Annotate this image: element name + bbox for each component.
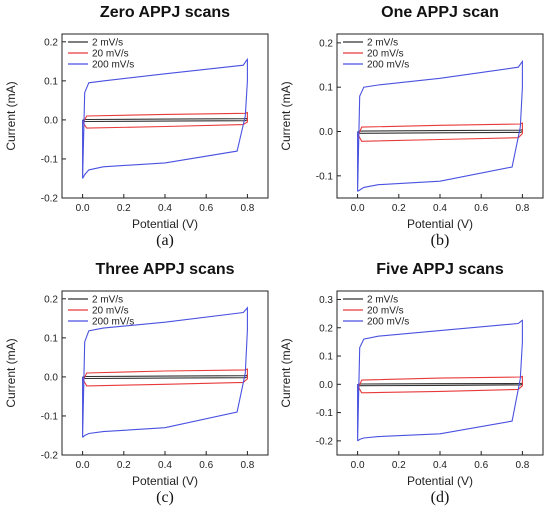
x-tick-label: 0.0 <box>76 460 90 471</box>
y-axis-label: Current (mA) <box>4 81 18 150</box>
y-tick-label: 0.2 <box>44 37 58 48</box>
x-tick-label: 0.6 <box>474 460 488 471</box>
x-axis-label: Potential (V) <box>132 474 198 488</box>
y-tick-label: 0.1 <box>319 83 333 94</box>
y-tick-label: -0.1 <box>316 171 334 182</box>
legend-label: 200 mV/s <box>92 317 134 328</box>
legend-label: 200 mV/s <box>92 60 134 71</box>
x-tick-label: 0.2 <box>392 460 406 471</box>
y-tick-label: 0.0 <box>44 372 58 383</box>
legend-label: 2 mV/s <box>92 38 123 49</box>
legend-label: 20 mV/s <box>92 306 129 317</box>
y-axis-label: Current (mA) <box>279 81 293 150</box>
x-tick-label: 0.6 <box>199 203 213 214</box>
series-line-1 <box>82 368 248 387</box>
series-line-1 <box>357 375 523 394</box>
series-line-0 <box>82 117 248 123</box>
legend-label: 20 mV/s <box>367 306 404 317</box>
x-axis-label: Potential (V) <box>132 217 198 231</box>
series-line-0 <box>82 374 248 380</box>
chart-title: Three APPJ scans <box>95 261 235 278</box>
x-tick-label: 0.0 <box>351 203 365 214</box>
series-line-2 <box>82 306 248 438</box>
x-tick-label: 0.4 <box>433 203 447 214</box>
x-tick-label: 0.0 <box>351 460 365 471</box>
legend-label: 2 mV/s <box>92 295 123 306</box>
chart-panel-b: One APPJ scan 0.0 0.2 0.4 0.6 0.8 0.2 0.1 0.0 -0… <box>275 0 550 256</box>
y-tick-label: 0.0 <box>319 380 333 391</box>
legend-label: 200 mV/s <box>367 317 409 328</box>
x-tick-label: 0.8 <box>515 203 529 214</box>
y-tick-label: -0.1 <box>41 411 59 422</box>
legend-label: 20 mV/s <box>92 49 129 60</box>
chart-svg: 0.0 0.2 0.4 0.6 0.8 0.3 0.2 0.1 0.0 -0.1 -0.2 Poten… <box>279 290 544 488</box>
x-tick-label: 0.2 <box>392 203 406 214</box>
legend-label: 2 mV/s <box>367 38 398 49</box>
y-axis-label: Current (mA) <box>4 338 18 407</box>
series-line-2 <box>82 57 248 179</box>
y-tick-label: 0.1 <box>319 352 333 363</box>
x-tick-label: 0.4 <box>158 460 172 471</box>
series-line-2 <box>357 59 523 192</box>
chart-title: Zero APPJ scans <box>99 4 231 21</box>
panel-caption: (a) <box>156 232 174 249</box>
y-tick-label: -0.2 <box>41 194 59 205</box>
chart-svg: 0.0 0.2 0.4 0.6 0.8 0.2 0.1 0.0 -0.1 Potential (V… <box>279 33 544 231</box>
x-tick-label: 0.8 <box>240 460 254 471</box>
chart-svg: 0.0 0.2 0.4 0.6 0.8 0.2 0.1 0.0 -0.1 -0.2 Potentia… <box>4 33 269 231</box>
y-tick-label: -0.1 <box>41 154 59 165</box>
series-line-1 <box>82 111 248 129</box>
series-line-1 <box>357 122 523 142</box>
chart-svg: 0.0 0.2 0.4 0.6 0.8 0.2 0.1 0.0 -0.1 -0.2 Potentia… <box>4 290 269 488</box>
y-tick-label: 0.0 <box>44 115 58 126</box>
x-tick-label: 0.6 <box>474 203 488 214</box>
legend-label: 2 mV/s <box>367 295 398 306</box>
chart-title: One APPJ scan <box>381 4 499 21</box>
x-tick-label: 0.4 <box>158 203 172 214</box>
panel-caption: (b) <box>430 232 450 249</box>
series-line-0 <box>357 382 523 387</box>
y-tick-label: 0.1 <box>44 76 58 87</box>
chart-panel-d: Five APPJ scans 0.0 0.2 0.4 0.6 0.8 0.3 0.2 0.1… <box>275 257 550 513</box>
y-axis-label: Current (mA) <box>279 338 293 407</box>
chart-panel-c: Three APPJ scans 0.0 0.2 0.4 0.6 0.8 0.2 0.1 0.… <box>0 257 275 513</box>
x-tick-label: 0.8 <box>515 460 529 471</box>
x-tick-label: 0.2 <box>117 460 131 471</box>
panel-caption: (d) <box>430 489 450 506</box>
y-tick-label: 0.2 <box>44 294 58 305</box>
chart-title: Five APPJ scans <box>376 261 504 278</box>
series-line-0 <box>357 129 523 134</box>
chart-panel-a: Zero APPJ scans 0.0 0.2 0.4 0.6 0.8 0.2 0.1 0.0… <box>0 0 275 256</box>
y-tick-label: -0.2 <box>41 451 59 462</box>
x-tick-label: 0.6 <box>199 460 213 471</box>
y-tick-label: 0.3 <box>319 295 333 306</box>
y-tick-label: 0.2 <box>319 323 333 334</box>
panel-caption: (c) <box>156 489 174 506</box>
x-tick-label: 0.0 <box>76 203 90 214</box>
y-tick-label: -0.2 <box>316 436 334 447</box>
x-tick-label: 0.2 <box>117 203 131 214</box>
x-axis-label: Potential (V) <box>407 474 473 488</box>
y-tick-label: -0.1 <box>316 408 334 419</box>
legend-label: 20 mV/s <box>367 49 404 60</box>
series-line-2 <box>357 319 523 442</box>
x-tick-label: 0.8 <box>240 203 254 214</box>
y-tick-label: 0.2 <box>319 38 333 49</box>
legend-label: 200 mV/s <box>367 60 409 71</box>
y-tick-label: 0.1 <box>44 333 58 344</box>
x-axis-label: Potential (V) <box>407 217 473 231</box>
y-tick-label: 0.0 <box>319 127 333 138</box>
x-tick-label: 0.4 <box>433 460 447 471</box>
